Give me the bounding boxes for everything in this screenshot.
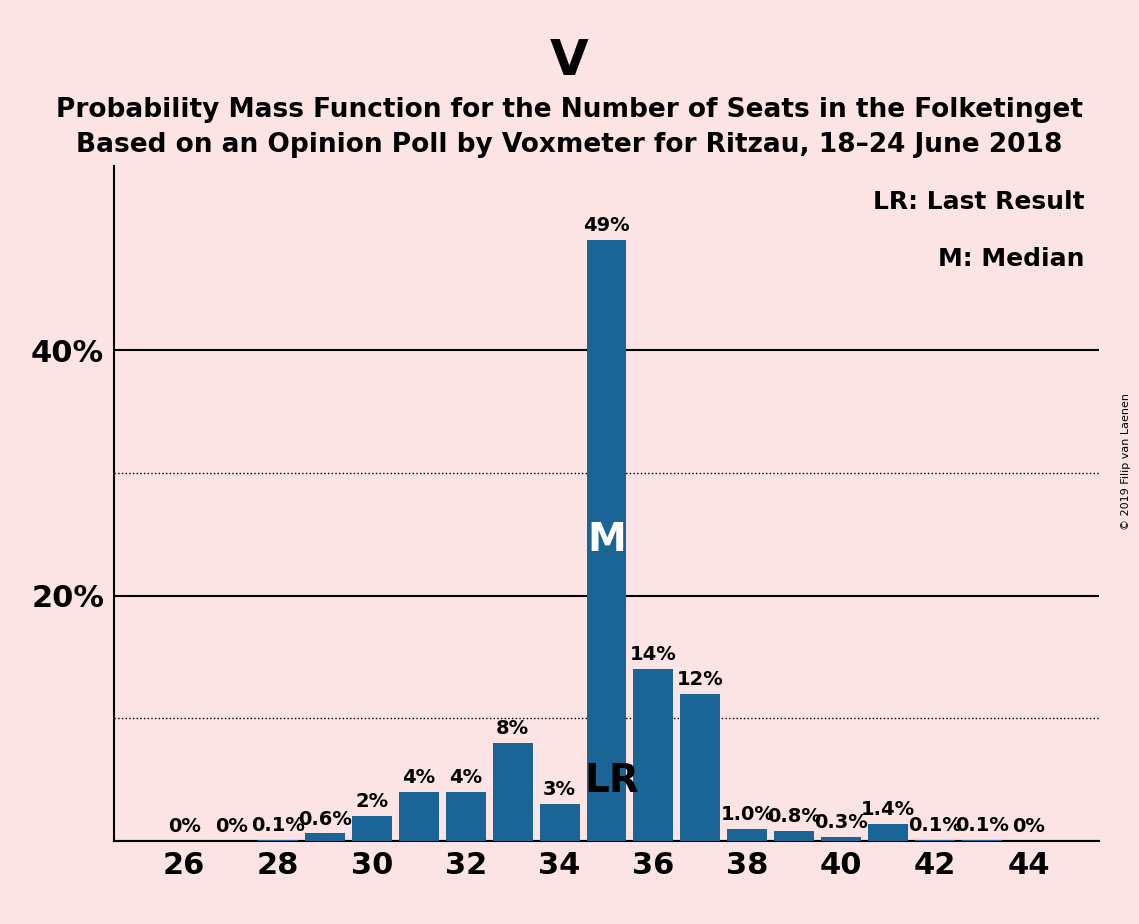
Text: 0.8%: 0.8% — [768, 808, 821, 826]
Text: 8%: 8% — [497, 719, 530, 738]
Text: M: Median: M: Median — [937, 248, 1084, 272]
Text: V: V — [550, 37, 589, 85]
Bar — [868, 823, 908, 841]
Text: 0%: 0% — [167, 817, 200, 836]
Bar — [259, 840, 298, 841]
Bar — [633, 669, 673, 841]
Text: LR: LR — [584, 762, 639, 800]
Text: 0.1%: 0.1% — [908, 816, 961, 834]
Text: LR: Last Result: LR: Last Result — [872, 190, 1084, 214]
Text: 0.3%: 0.3% — [814, 813, 868, 833]
Bar — [493, 743, 533, 841]
Text: 49%: 49% — [583, 216, 630, 235]
Text: 3%: 3% — [543, 780, 576, 799]
Text: © 2019 Filip van Laenen: © 2019 Filip van Laenen — [1121, 394, 1131, 530]
Bar — [352, 816, 392, 841]
Text: 12%: 12% — [677, 670, 723, 688]
Text: 14%: 14% — [630, 645, 677, 664]
Text: 0%: 0% — [1013, 817, 1046, 836]
Bar — [962, 840, 1002, 841]
Bar — [775, 831, 814, 841]
Text: 2%: 2% — [355, 793, 388, 811]
Text: 0%: 0% — [215, 817, 247, 836]
Bar — [680, 694, 720, 841]
Bar — [399, 792, 439, 841]
Text: 0.1%: 0.1% — [954, 816, 1009, 834]
Text: Probability Mass Function for the Number of Seats in the Folketinget: Probability Mass Function for the Number… — [56, 97, 1083, 123]
Text: 4%: 4% — [449, 768, 482, 787]
Bar — [305, 833, 345, 841]
Bar — [540, 804, 580, 841]
Text: 4%: 4% — [402, 768, 435, 787]
Bar — [821, 837, 861, 841]
Text: 0.6%: 0.6% — [298, 809, 352, 829]
Bar — [587, 240, 626, 841]
Bar — [728, 829, 768, 841]
Text: M: M — [587, 521, 626, 559]
Text: 1.4%: 1.4% — [861, 800, 915, 819]
Text: 1.0%: 1.0% — [720, 805, 775, 823]
Text: Based on an Opinion Poll by Voxmeter for Ritzau, 18–24 June 2018: Based on an Opinion Poll by Voxmeter for… — [76, 132, 1063, 158]
Bar — [445, 792, 485, 841]
Bar — [915, 840, 954, 841]
Text: 0.1%: 0.1% — [252, 816, 305, 834]
